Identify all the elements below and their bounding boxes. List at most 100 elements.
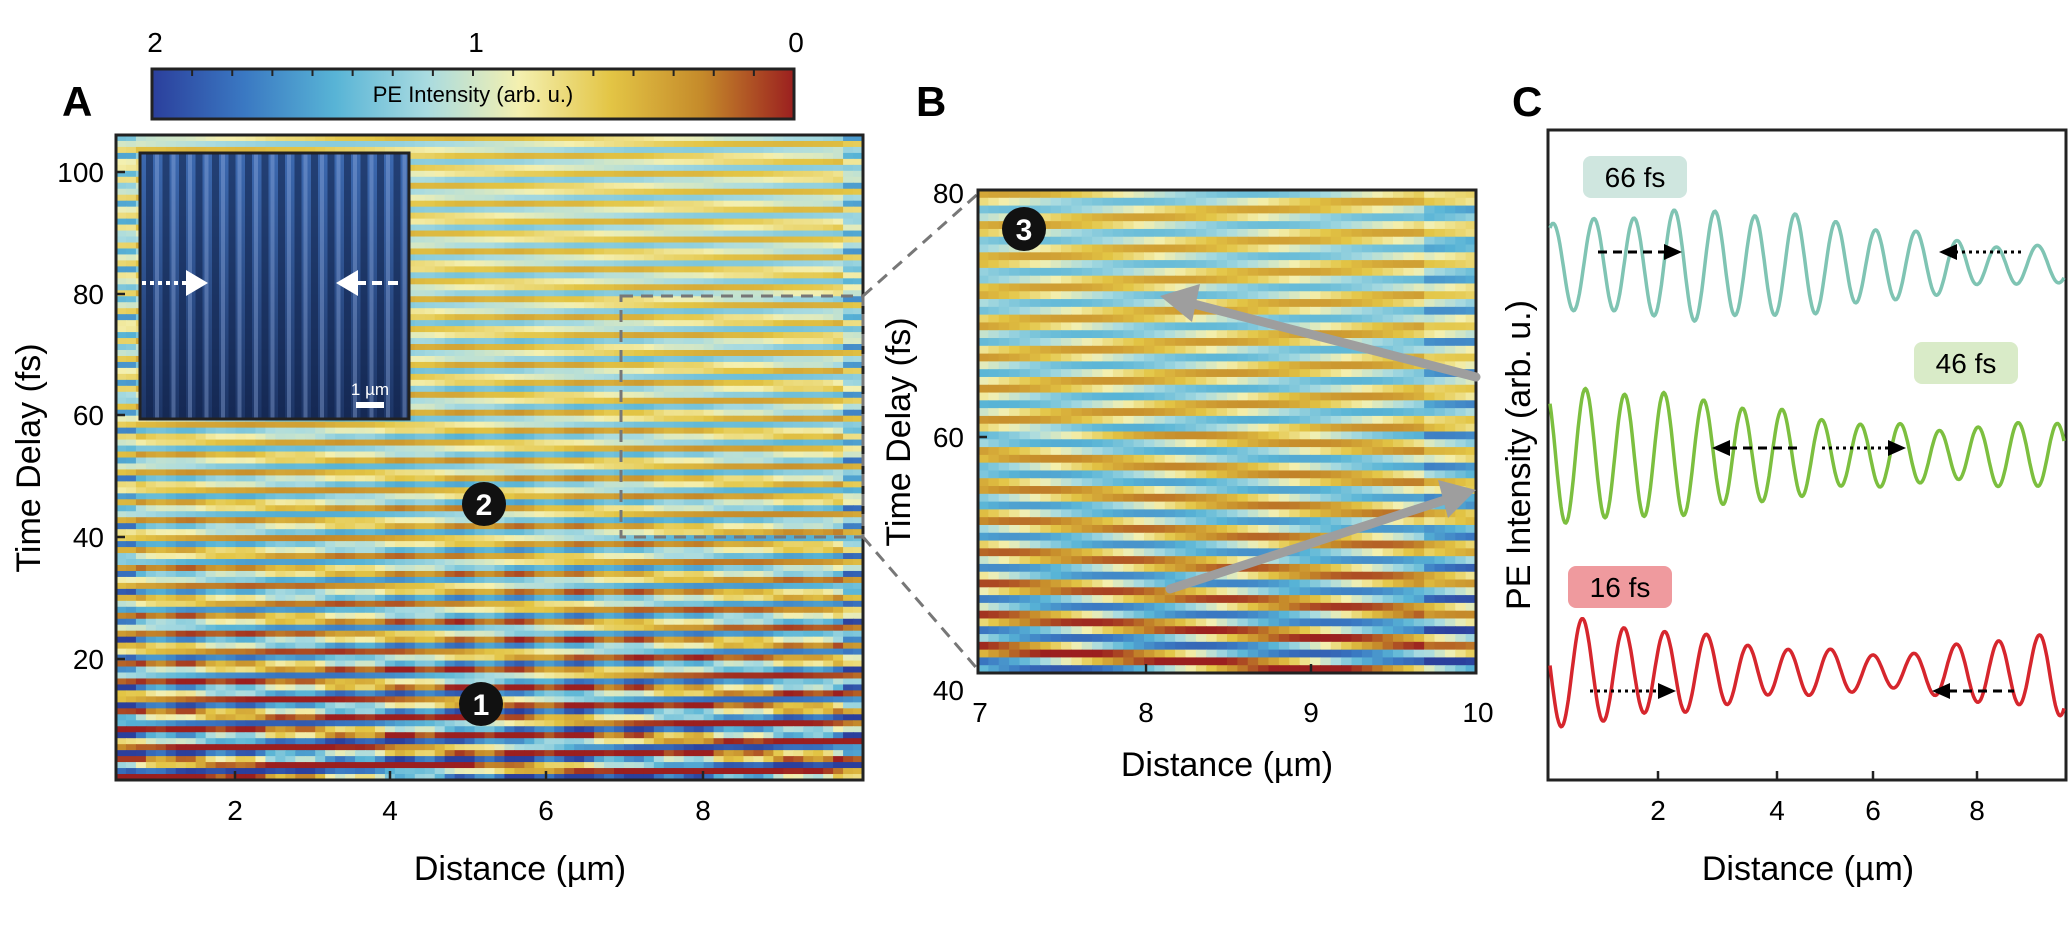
heatmap-a-cell bbox=[584, 379, 595, 387]
heatmap-a-cell bbox=[125, 230, 137, 238]
heatmap-a-cell bbox=[733, 200, 745, 208]
heatmap-a-cell bbox=[424, 212, 436, 220]
heatmap-a-cell bbox=[424, 278, 436, 285]
heatmap-a-cell bbox=[424, 224, 436, 232]
heatmap-a-cell bbox=[116, 200, 127, 208]
heatmap-a-cell bbox=[295, 135, 306, 142]
heatmap-a-cell bbox=[116, 505, 127, 512]
heatmap-a-cell bbox=[753, 254, 764, 262]
heatmap-a-cell bbox=[653, 242, 665, 250]
heatmap-a-cell bbox=[803, 206, 814, 214]
heatmap-a-cell bbox=[424, 164, 436, 172]
heatmap-a-cell bbox=[653, 326, 665, 333]
heatmap-a-cell bbox=[524, 451, 535, 459]
heatmap-a-cell bbox=[514, 517, 525, 524]
heatmap-a-cell bbox=[773, 379, 784, 387]
heatmap-a-cell bbox=[663, 206, 675, 214]
heatmap-a-cell bbox=[125, 505, 137, 512]
heatmap-a-cell bbox=[125, 182, 137, 190]
heatmap-a-cell bbox=[155, 427, 167, 435]
heatmap-a-cell bbox=[534, 409, 545, 417]
heatmap-a-cell bbox=[424, 409, 436, 417]
heatmap-a-cell bbox=[584, 373, 595, 381]
heatmap-a-cell bbox=[444, 361, 456, 369]
heatmap-a-cell bbox=[424, 314, 436, 321]
heatmap-a-cell bbox=[713, 517, 725, 524]
heatmap-a-cell bbox=[643, 391, 655, 399]
heatmap-a-cell bbox=[813, 164, 824, 172]
heatmap-a-cell bbox=[355, 511, 366, 518]
heatmap-a-cell bbox=[504, 481, 515, 488]
heatmap-a-cell bbox=[843, 403, 854, 411]
heatmap-a-cell bbox=[753, 505, 764, 512]
heatmap-a-cell bbox=[594, 236, 605, 244]
heatmap-a-cell bbox=[464, 290, 476, 297]
heatmap-a-cell bbox=[494, 140, 506, 148]
heatmap-a-cell bbox=[833, 212, 844, 220]
heatmap-a-cell bbox=[205, 427, 217, 435]
heatmap-a-cell bbox=[564, 326, 575, 333]
heatmap-a-cell bbox=[733, 260, 745, 267]
heatmap-a-cell bbox=[444, 266, 456, 273]
heatmap-a-cell bbox=[743, 415, 755, 423]
heatmap-a-cell bbox=[584, 433, 595, 441]
heatmap-a-cell bbox=[663, 493, 675, 500]
heatmap-a-cell bbox=[574, 511, 585, 518]
heatmap-a-cell bbox=[165, 511, 177, 518]
heatmap-a-cell bbox=[145, 475, 157, 482]
heatmap-a-cell bbox=[763, 158, 774, 166]
heatmap-a-cell bbox=[116, 391, 127, 399]
heatmap-a-cell bbox=[494, 224, 506, 232]
heatmap-a-cell bbox=[524, 493, 535, 500]
heatmap-a-cell bbox=[484, 278, 496, 285]
heatmap-a-cell bbox=[604, 481, 615, 488]
heatmap-a-cell bbox=[374, 146, 386, 154]
heatmap-a-cell bbox=[574, 403, 585, 411]
heatmap-a-cell bbox=[185, 451, 197, 459]
heatmap-a-cell bbox=[853, 391, 863, 399]
heatmap-a-cell bbox=[524, 290, 535, 297]
heatmap-a-cell bbox=[663, 260, 675, 267]
heatmap-a-cell bbox=[683, 242, 695, 250]
heatmap-a-cell bbox=[434, 248, 446, 256]
heatmap-a-cell bbox=[504, 278, 515, 285]
heatmap-a-cell bbox=[753, 385, 764, 393]
heatmap-a-cell bbox=[524, 523, 535, 530]
heatmap-a-cell bbox=[454, 499, 466, 506]
heatmap-a-cell bbox=[574, 278, 585, 285]
heatmap-a-cell bbox=[454, 391, 466, 399]
heatmap-a-cell bbox=[285, 487, 296, 494]
heatmap-a-cell bbox=[514, 326, 525, 333]
heatmap-a-cell bbox=[125, 457, 137, 465]
heatmap-a-cell bbox=[823, 338, 834, 345]
heatmap-a-cell bbox=[713, 403, 725, 411]
heatmap-a-cell bbox=[663, 290, 675, 297]
heatmap-a-cell bbox=[454, 236, 466, 244]
heatmap-a-cell bbox=[813, 457, 824, 465]
heatmap-a-cell bbox=[404, 146, 416, 154]
heatmap-a-cell bbox=[833, 146, 844, 154]
heatmap-a-cell bbox=[514, 254, 525, 262]
heatmap-a-cell bbox=[494, 326, 506, 333]
heatmap-a-cell bbox=[504, 314, 515, 321]
heatmap-a-cell bbox=[594, 170, 605, 178]
heatmap-a-cell bbox=[653, 439, 665, 447]
heatmap-a-cell bbox=[663, 403, 675, 411]
heatmap-a-cell bbox=[265, 529, 276, 536]
heatmap-a-cell bbox=[245, 493, 257, 500]
heatmap-a-cell bbox=[803, 272, 814, 279]
heatmap-a-cell bbox=[514, 439, 525, 447]
heatmap-a-cell bbox=[554, 439, 565, 447]
heatmap-a-cell bbox=[554, 284, 565, 291]
heatmap-a-cell bbox=[504, 445, 515, 453]
heatmap-a-cell bbox=[693, 152, 705, 160]
heatmap-a-cell bbox=[843, 176, 854, 184]
heatmap-a-cell bbox=[813, 415, 824, 423]
heatmap-a-cell bbox=[444, 457, 456, 465]
heatmap-a-cell bbox=[623, 272, 635, 279]
heatmap-a-cell bbox=[554, 391, 565, 399]
heatmap-a-cell bbox=[394, 487, 406, 494]
heatmap-a-cell bbox=[544, 511, 555, 518]
heatmap-a-cell bbox=[444, 194, 456, 202]
heatmap-a-cell bbox=[614, 284, 625, 291]
